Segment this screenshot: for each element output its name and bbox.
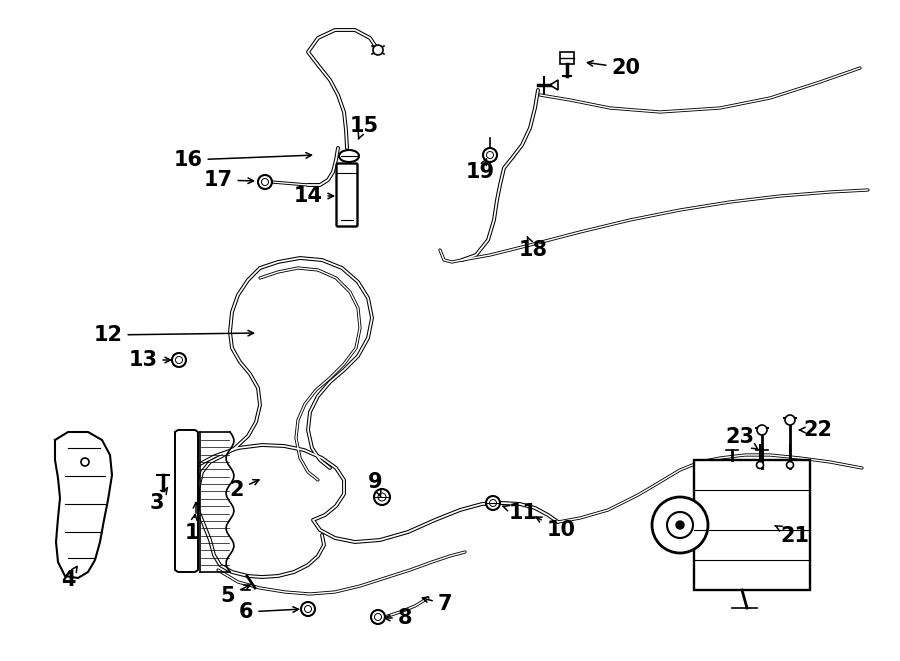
Text: 16: 16 — [174, 150, 311, 170]
Circle shape — [757, 461, 763, 469]
Text: 6: 6 — [238, 602, 299, 622]
Polygon shape — [175, 430, 198, 572]
Text: 22: 22 — [799, 420, 833, 440]
Circle shape — [757, 425, 767, 435]
Text: 12: 12 — [94, 325, 254, 345]
Circle shape — [176, 356, 183, 364]
Text: 7: 7 — [422, 594, 452, 614]
Text: 8: 8 — [384, 608, 412, 628]
Text: 15: 15 — [349, 116, 379, 139]
Polygon shape — [55, 432, 112, 578]
Circle shape — [483, 148, 497, 162]
Text: 18: 18 — [518, 237, 547, 260]
Circle shape — [304, 605, 311, 613]
Text: 5: 5 — [220, 585, 250, 606]
Text: 21: 21 — [775, 525, 809, 546]
Text: 23: 23 — [725, 427, 758, 449]
Circle shape — [172, 353, 186, 367]
Ellipse shape — [676, 521, 684, 529]
Ellipse shape — [339, 150, 359, 162]
Circle shape — [301, 602, 315, 616]
Text: 9: 9 — [368, 472, 382, 497]
Circle shape — [374, 613, 382, 621]
FancyBboxPatch shape — [560, 52, 574, 64]
FancyBboxPatch shape — [337, 163, 357, 227]
Circle shape — [373, 45, 383, 55]
Text: 10: 10 — [536, 517, 575, 540]
Text: 14: 14 — [293, 186, 334, 206]
Circle shape — [374, 489, 390, 505]
Circle shape — [787, 461, 794, 469]
Text: 2: 2 — [230, 480, 259, 500]
Circle shape — [785, 415, 795, 425]
Polygon shape — [550, 80, 558, 90]
Text: 20: 20 — [588, 58, 641, 78]
Text: 11: 11 — [503, 503, 537, 523]
Bar — [694, 460, 810, 590]
Circle shape — [81, 458, 89, 466]
Circle shape — [371, 610, 385, 624]
Text: 13: 13 — [129, 350, 170, 370]
Text: 19: 19 — [465, 159, 495, 182]
Circle shape — [487, 151, 493, 159]
Circle shape — [378, 493, 386, 501]
Text: 17: 17 — [203, 170, 254, 190]
Text: 4: 4 — [61, 566, 77, 590]
Ellipse shape — [667, 512, 693, 538]
Circle shape — [490, 500, 497, 506]
Text: 1: 1 — [184, 514, 199, 543]
Ellipse shape — [652, 497, 708, 553]
Circle shape — [486, 496, 500, 510]
Circle shape — [262, 178, 268, 186]
Text: 3: 3 — [149, 488, 167, 513]
Circle shape — [258, 175, 272, 189]
